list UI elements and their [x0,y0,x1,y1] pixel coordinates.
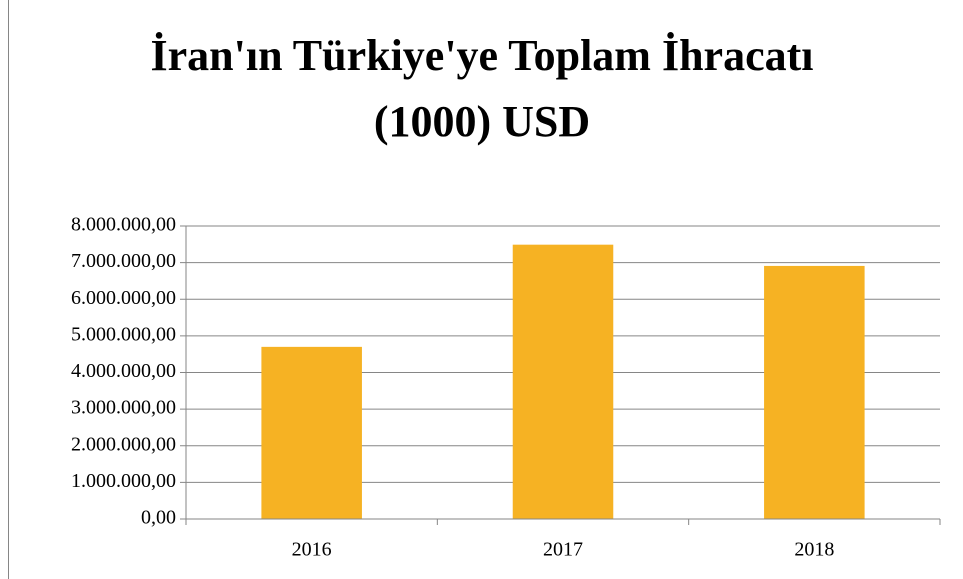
y-tick-label: 0,00 [141,507,176,529]
chart-title: (1000) USD [374,97,590,146]
bar [512,244,614,519]
chart-title: İran'ın Türkiye'ye Toplam İhracatı [151,31,814,80]
bar [261,346,362,519]
x-tick-label: 2016 [292,539,332,561]
x-tick-label: 2017 [543,539,583,561]
y-tick-label: 3.000.000,00 [71,397,176,419]
y-tick-label: 5.000.000,00 [71,323,176,345]
bar [764,265,865,519]
y-tick-label: 4.000.000,00 [71,360,176,382]
y-tick-label: 8.000.000,00 [71,214,176,236]
x-tick-label: 2018 [794,539,834,561]
y-tick-label: 2.000.000,00 [71,433,176,455]
y-tick-label: 6.000.000,00 [71,287,176,309]
y-tick-label: 7.000.000,00 [71,250,176,272]
y-tick-label: 1.000.000,00 [71,470,176,492]
